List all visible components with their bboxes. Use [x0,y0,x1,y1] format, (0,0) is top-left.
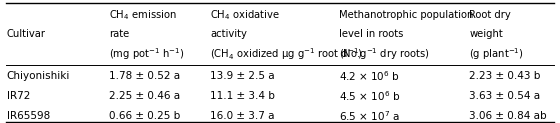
Text: 16.0 ± 3.7 a: 16.0 ± 3.7 a [210,111,274,121]
Text: 0.66 ± 0.25 b: 0.66 ± 0.25 b [109,111,180,121]
Text: 13.9 ± 2.5 a: 13.9 ± 2.5 a [210,71,274,81]
Text: 11.1 ± 3.4 b: 11.1 ± 3.4 b [210,91,275,101]
Text: Cultivar: Cultivar [7,29,46,39]
Text: (g plant$^{-1}$): (g plant$^{-1}$) [469,46,524,62]
Text: 3.63 ± 0.54 a: 3.63 ± 0.54 a [469,91,540,101]
Text: CH$_4$ oxidative: CH$_4$ oxidative [210,8,280,22]
Text: 3.06 ± 0.84 ab: 3.06 ± 0.84 ab [469,111,547,121]
Text: 1.78 ± 0.52 a: 1.78 ± 0.52 a [109,71,180,81]
Text: 2.25 ± 0.46 a: 2.25 ± 0.46 a [109,91,180,101]
Text: 6.5 × 10$^7$ a: 6.5 × 10$^7$ a [339,109,400,123]
Text: 4.2 × 10$^6$ b: 4.2 × 10$^6$ b [339,69,400,83]
Text: level in roots: level in roots [339,29,403,39]
Text: IR65598: IR65598 [7,111,50,121]
Text: Root dry: Root dry [469,10,511,20]
Text: CH$_4$ emission: CH$_4$ emission [109,8,177,22]
Text: weight: weight [469,29,503,39]
Text: 4.5 × 10$^6$ b: 4.5 × 10$^6$ b [339,89,400,103]
Text: (CH$_4$ oxidized μg g$^{-1}$ root d$^{-1}$): (CH$_4$ oxidized μg g$^{-1}$ root d$^{-1… [210,46,363,62]
Text: rate: rate [109,29,129,39]
Text: 2.23 ± 0.43 b: 2.23 ± 0.43 b [469,71,540,81]
Text: Methanotrophic population: Methanotrophic population [339,10,473,20]
Text: IR72: IR72 [7,91,30,101]
Text: (No.g$^{-1}$ dry roots): (No.g$^{-1}$ dry roots) [339,46,430,62]
Text: (mg pot$^{-1}$ h$^{-1}$): (mg pot$^{-1}$ h$^{-1}$) [109,46,185,62]
Text: Chiyonishiki: Chiyonishiki [7,71,70,81]
Text: activity: activity [210,29,247,39]
